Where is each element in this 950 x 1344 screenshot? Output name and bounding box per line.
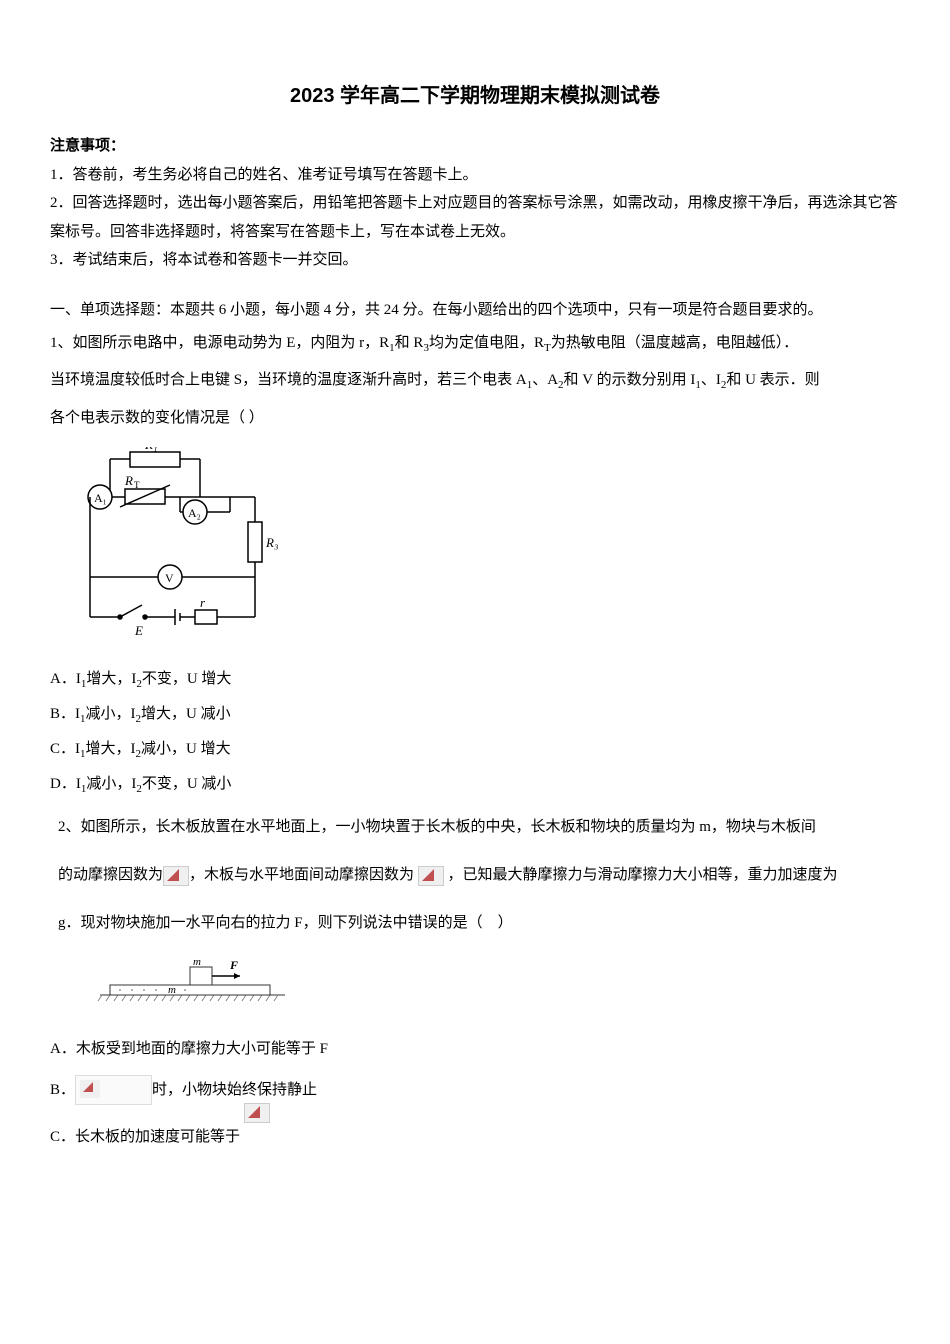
sub-t: T (544, 342, 551, 354)
q2-stem-part-a: 2、如图所示，长木板放置在水平地面上，一小物块置于长木板的中央，长木板和物块的质… (50, 819, 816, 835)
q2-stem-part-c: ，木板与水平地面间动摩擦因数为 (189, 867, 414, 883)
svg-text:R₃: R₃ (265, 535, 278, 550)
svg-text:R₁: R₁ (144, 447, 157, 452)
q1-choices: A．I1增大，I2不变，U 增大 B．I1减小，I2增大，U 减小 C．I1增大… (50, 663, 900, 802)
q1-choice-a: A．I1增大，I2不变，U 增大 (50, 663, 900, 696)
notice-header: 注意事项： (50, 132, 900, 161)
svg-text:A₁: A₁ (94, 491, 107, 505)
q1-stem-part-h: 、I (701, 372, 721, 388)
svg-text:T: T (134, 480, 140, 490)
circuit-diagram: R₁ A₁ R T A₂ (80, 447, 900, 653)
q1-choice-c: C．I1增大，I2减小，U 增大 (50, 733, 900, 766)
q1-stem-part-i: 和 U 表示．则 (726, 372, 819, 388)
q1-stem-part-j: 各个电表示数的变化情况是（ ） (50, 410, 264, 426)
accel-placeholder-icon (244, 1103, 270, 1123)
q1-stem-part-d: 为热敏电阻（温度越高，电阻越低）． (551, 335, 799, 351)
section-1-intro: 一、单项选择题：本题共 6 小题，每小题 4 分，共 24 分。在每小题给出的四… (50, 295, 900, 325)
svg-text:m: m (168, 984, 176, 996)
mu2-placeholder-icon (418, 866, 444, 886)
svg-text:F: F (229, 958, 238, 972)
svg-text:r: r (200, 595, 206, 610)
condition-placeholder-icon (75, 1075, 152, 1105)
q1-stem-part-c: 均为定值电阻，R (429, 335, 544, 351)
q1-stem-part-f: 、A (532, 372, 558, 388)
q2-choice-b: B．时，小物块始终保持静止 (50, 1068, 900, 1113)
svg-text:V: V (165, 571, 174, 585)
svg-text:R: R (124, 473, 133, 488)
svg-text:A₂: A₂ (188, 506, 201, 520)
q2-stem-part-e: g．现对物块施加一水平向右的拉力 F，则下列说法中错误的是（ ） (50, 915, 513, 931)
q2-choice-c: C．长木板的加速度可能等于 (50, 1115, 900, 1160)
notice-block: 注意事项： 1．答卷前，考生务必将自己的姓名、准考证号填写在答题卡上。 2．回答… (50, 132, 900, 275)
notice-line-2: 2．回答选择题时，选出每小题答案后，用铅笔把答题卡上对应题目的答案标号涂黑，如需… (50, 189, 900, 246)
q1-choice-b: B．I1减小，I2增大，U 减小 (50, 698, 900, 731)
svg-text:m: m (193, 957, 201, 968)
svg-text:E: E (134, 623, 143, 637)
question-1: 1、如图所示电路中，电源电动势为 E，内阻为 r，R1和 R3均为定值电阻，RT… (50, 325, 900, 802)
block-on-plank-diagram: m m F (90, 957, 900, 1023)
mu-placeholder-icon (163, 866, 189, 886)
notice-line-3: 3．考试结束后，将本试卷和答题卡一并交回。 (50, 246, 900, 275)
q1-stem-part-e: 当环境温度较低时合上电键 S，当环境的温度逐渐升高时，若三个电表 A (50, 372, 527, 388)
q1-stem-part-g: 和 V 的示数分别用 I (564, 372, 696, 388)
q2-stem-part-d: ，已知最大静摩擦力与滑动摩擦力大小相等，重力加速度为 (448, 867, 838, 883)
question-2: 2、如图所示，长木板放置在水平地面上，一小物块置于长木板的中央，长木板和物块的质… (50, 803, 900, 1160)
q1-stem: 1、如图所示电路中，电源电动势为 E，内阻为 r，R1和 R3均为定值电阻，RT… (50, 325, 900, 438)
q1-stem-part-a: 1、如图所示电路中，电源电动势为 E，内阻为 r，R (50, 335, 389, 351)
q2-stem: 2、如图所示，长木板放置在水平地面上，一小物块置于长木板的中央，长木板和物块的质… (50, 803, 900, 947)
q1-choice-d: D．I1减小，I2不变，U 减小 (50, 768, 900, 801)
exam-title: 2023 学年高二下学期物理期末模拟测试卷 (50, 80, 900, 112)
q1-stem-part-b: 和 R (395, 335, 424, 351)
q2-choices: A．木板受到地面的摩擦力大小可能等于 F B．时，小物块始终保持静止 C．长木板… (50, 1033, 900, 1160)
notice-line-1: 1．答卷前，考生务必将自己的姓名、准考证号填写在答题卡上。 (50, 161, 900, 190)
q2-choice-a: A．木板受到地面的摩擦力大小可能等于 F (50, 1033, 900, 1066)
q2-stem-part-b: 的动摩擦因数为 (50, 867, 163, 883)
